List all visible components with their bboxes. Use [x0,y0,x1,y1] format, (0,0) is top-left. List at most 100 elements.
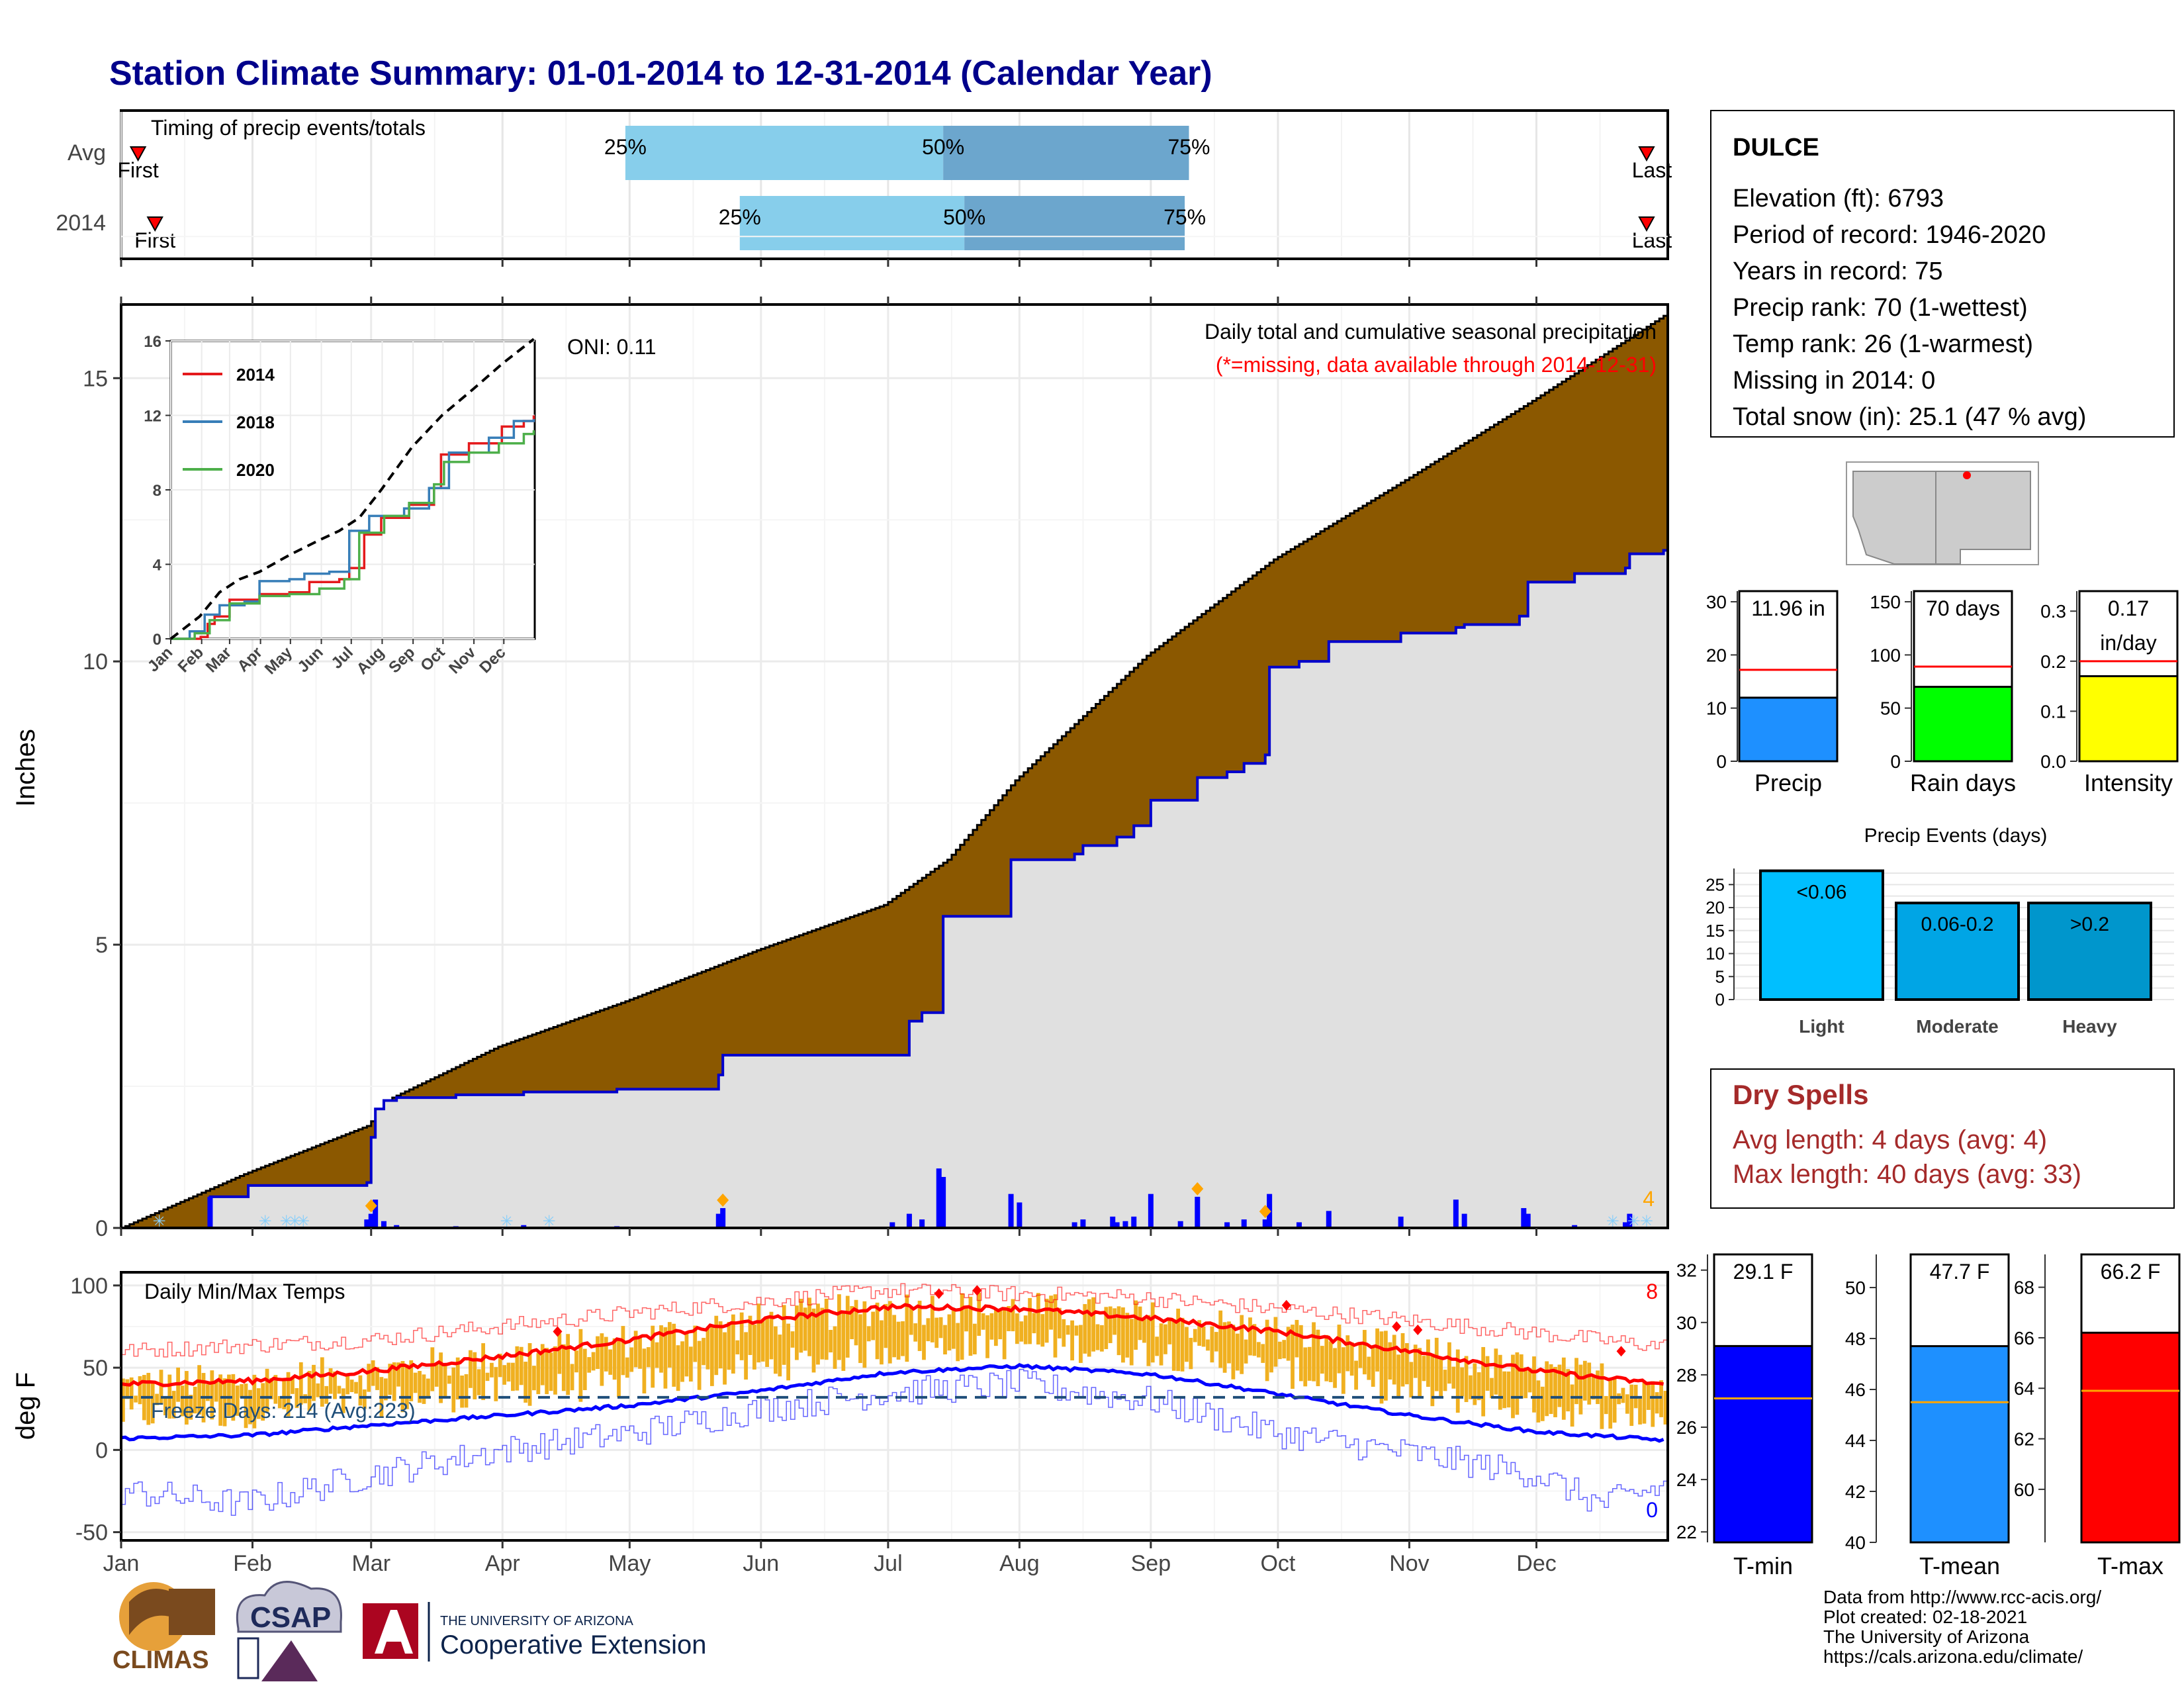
temp-range-bar [731,1314,735,1374]
temp-range-bar [1180,1317,1185,1372]
events-tick-label-1: 5 [1715,966,1725,986]
temp-range-bar [1532,1356,1536,1413]
temp-range-bar [947,1314,952,1351]
temp-range-bar [197,1365,202,1415]
temp-range-bar [1490,1378,1494,1399]
temp-range-bar [892,1315,897,1358]
temp-range-bar [490,1362,494,1378]
temp-range-bar [943,1325,947,1355]
temp-range-bar [291,1378,295,1394]
temp-range-bar [790,1331,795,1348]
temp-range-bar [1473,1363,1477,1405]
month-label-0: Jan [103,1551,140,1576]
snow-marker-2: ✳ [280,1213,293,1231]
month-label-7: Aug [999,1551,1040,1576]
temp-range-bar [231,1374,236,1421]
temp-range-bar [316,1383,320,1397]
station-missing: Missing in 2014: 0 [1733,367,1935,395]
temp-range-bar [138,1376,142,1405]
events-tick-label-0: 0 [1715,990,1725,1009]
temp-range-bar [1155,1336,1160,1356]
precip-events-chart: Precip Events (days) 0 510 15 20 25 <0.06 Ligh… [1706,825,2174,1037]
precip-title: Daily total and cumulative seasonal prec… [1205,320,1657,344]
temp-range-bar [121,1378,125,1422]
temp-range-bar [1113,1308,1117,1335]
temp-range-bar [1596,1370,1600,1405]
snow-marker-6: ✳ [543,1213,556,1231]
daily-precip-bar-27 [1224,1222,1230,1228]
temp-range-bar [748,1315,752,1355]
summary-label-1: Rain days [1910,769,2016,796]
first-marker-1 [146,216,163,232]
temp-range-bar [566,1334,570,1395]
temp-range-bar [1663,1391,1668,1425]
temp-range-bar [739,1312,744,1360]
temp-range-bar [1519,1354,1524,1399]
temp-range-bar [934,1317,939,1348]
temp-range-bar [735,1340,740,1355]
temp-range-bar [1638,1398,1642,1425]
month-label-5: Jun [743,1551,779,1576]
temp-range-bar [659,1325,663,1373]
precip-ytick-label-3: 15 [83,366,108,391]
temp-range-bar [1312,1322,1316,1382]
temp-range-bar [1400,1333,1405,1387]
temp-range-bar [841,1313,846,1371]
temp-range-bar [345,1374,350,1395]
daily-precip-bar-12 [906,1213,912,1228]
temp-range-bar [469,1350,473,1388]
record-marker-6 [1616,1346,1626,1357]
temp-range-bar [709,1325,714,1386]
timing-bar-light-1 [739,196,965,250]
daily-precip-bar-10 [720,1208,726,1228]
temp-range-bar [905,1294,909,1362]
temp-range-bar [998,1309,1003,1340]
snow-marker-3: ✳ [288,1213,301,1231]
temp-range-bar [1354,1360,1358,1390]
summary-bar-1 [1913,686,2013,763]
temp-range-bar [1193,1329,1197,1342]
temp-range-bar [1171,1319,1176,1371]
temp-range-bar [146,1372,151,1425]
tsum-tick-label-0-1: 24 [1676,1470,1697,1490]
hail-marker-0 [365,1199,377,1213]
events-tick-label-5: 25 [1706,874,1725,894]
month-label-2: Mar [351,1551,390,1576]
station-elevation: Elevation (ft): 6793 [1733,185,1944,212]
temp-range-bar [1206,1339,1210,1351]
daily-precip-bar-1 [364,1219,370,1228]
summary-value-1-0: 70 days [1926,596,2000,620]
first-label-0: First [118,158,159,182]
month-label-8: Sep [1131,1551,1171,1576]
temp-range-bar [676,1345,680,1391]
temp-range-bar [1515,1352,1520,1415]
temp-range-bar [498,1353,502,1378]
temp-range-bar [367,1364,371,1392]
temp-range-bar [1176,1308,1181,1372]
tsum-label-2: T-max [2097,1552,2163,1579]
temp-range-bar [1074,1325,1079,1336]
oni-label: ONI: 0.11 [567,335,657,359]
temp-range-bar [1019,1321,1024,1342]
temp-range-bar [938,1317,943,1338]
last-label-0: Last [1632,158,1672,182]
last-marker-0 [1638,146,1655,162]
temp-range-bar [629,1347,634,1372]
daily-precip-bar-17 [1017,1202,1023,1228]
temp-range-bar [977,1292,981,1336]
timing-bar-dark-0 [943,126,1189,180]
tsum-tick-label-1-5: 50 [1845,1278,1866,1298]
temp-range-bar [1210,1326,1214,1363]
temp-range-bar [1231,1325,1236,1380]
dry-title: Dry Spells [1733,1079,1868,1110]
daily-precip-bar-39 [1622,1222,1628,1228]
daily-precip-bar-29 [1262,1219,1268,1228]
temp-range-bar [600,1333,604,1386]
temp-range-bar [981,1313,985,1330]
summary-bar-0 [1738,696,1839,763]
precip-ytick-label-2: 10 [83,649,108,675]
temp-range-bar [1248,1317,1252,1356]
temp-range-bar [375,1367,379,1390]
daily-precip-bar-3 [373,1199,379,1228]
temp-range-bar [1201,1326,1206,1347]
